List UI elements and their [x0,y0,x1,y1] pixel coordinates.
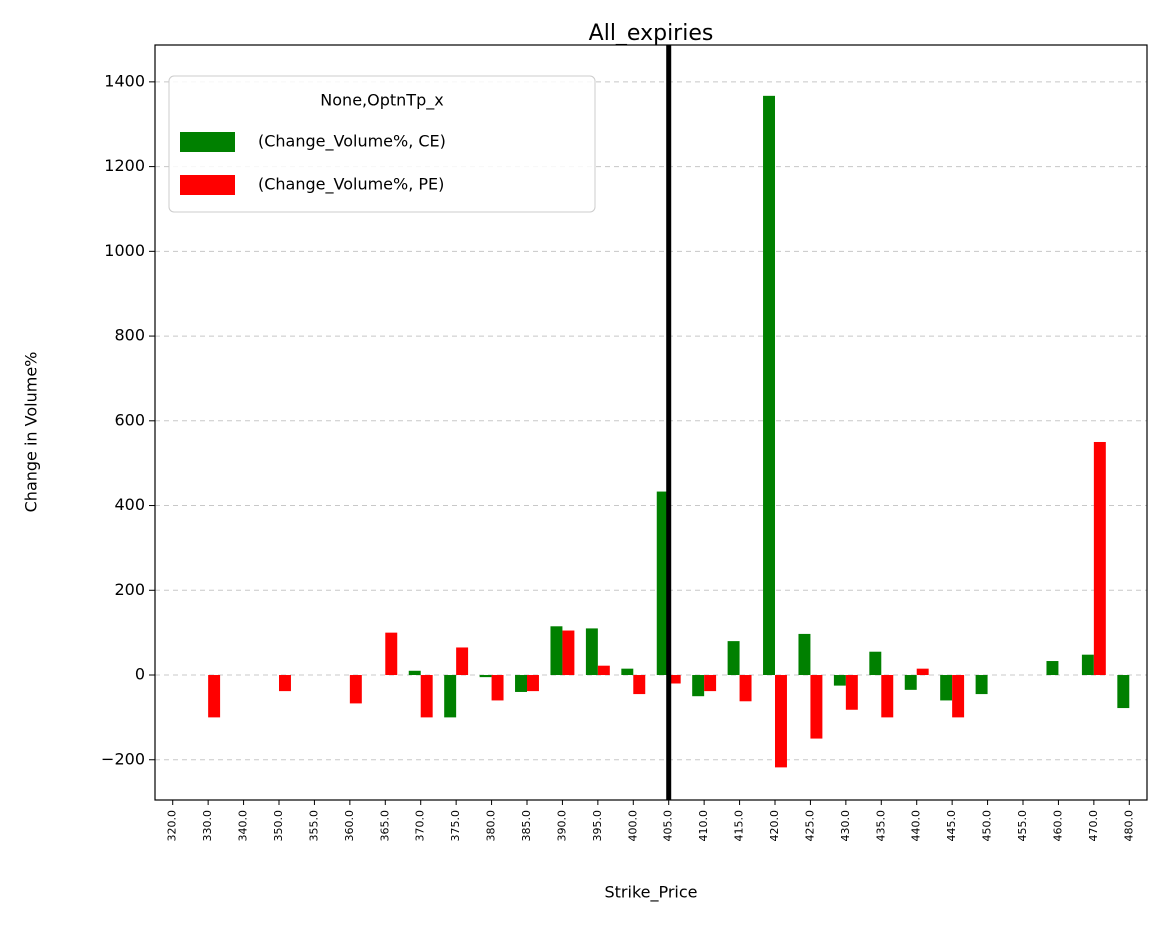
x-tick-label: 355.0 [307,810,320,842]
bar [562,630,575,676]
x-axis-label: Strike_Price [604,883,697,903]
bar [810,675,823,739]
legend-label: (Change_Volume%, CE) [258,132,446,152]
x-tick-label: 440.0 [910,810,923,842]
bar [527,675,539,692]
bar [833,675,846,686]
x-tick-label: 330.0 [201,810,214,842]
bar [1093,441,1106,676]
x-tick-label: 390.0 [555,810,568,842]
bar [940,675,953,701]
x-tick-label: 370.0 [414,810,427,842]
y-tick-label: −200 [101,749,145,768]
bar [775,675,787,768]
legend: None,OptnTp_x (Change_Volume%, CE) (Change… [168,75,596,213]
bar [349,675,362,704]
x-tick-label: 350.0 [272,810,285,842]
x-tick-label: 375.0 [449,810,462,842]
bar [656,491,669,676]
bar [597,665,610,676]
x-tick-label: 365.0 [378,810,391,842]
y-tick-label: 600 [114,410,145,429]
legend-box [168,75,596,213]
bar [633,675,646,695]
bar [952,675,965,718]
bar [385,632,398,676]
x-tick-label: 400.0 [626,810,639,842]
bar [692,675,705,697]
bar [904,675,917,690]
x-tick-label: 425.0 [803,810,816,842]
x-tick-label: 340.0 [237,810,250,842]
y-tick-label: 1200 [104,156,145,175]
bar [444,675,457,718]
x-tick-label: 460.0 [1051,810,1064,842]
x-tick-label: 360.0 [343,810,356,842]
bar [881,675,894,718]
bar [408,670,421,676]
y-tick-label: 0 [135,665,145,684]
legend-swatch [180,175,235,195]
x-tick-label: 415.0 [733,810,746,842]
y-axis-label: Change in Volume% [22,352,41,513]
y-tick-label: 200 [114,580,145,599]
x-tick-label: 395.0 [591,810,604,842]
x-tick-label: 410.0 [697,810,710,842]
bar [1117,675,1130,709]
y-tick-label: 1400 [104,71,145,90]
bar [585,628,598,676]
bar [727,641,740,676]
x-tick-label: 470.0 [1087,810,1100,842]
bar [739,675,752,702]
bar [869,651,882,676]
bar [704,675,717,692]
x-tick-label: 380.0 [485,810,498,842]
bar [208,675,221,718]
x-tick-label: 385.0 [520,810,533,842]
y-tick-label: 400 [114,495,145,514]
x-tick-label: 420.0 [768,810,781,842]
bar [763,95,775,676]
bar [550,626,563,676]
chart-title: All_expiries [589,21,714,46]
x-tick-label: 445.0 [945,810,958,842]
bar [845,675,858,710]
bar [916,668,929,676]
x-tick-label: 480.0 [1122,810,1135,842]
legend-swatch [180,132,235,152]
bar [456,647,469,676]
plot-frame [154,44,1148,801]
bar [621,668,634,676]
bar [798,633,811,676]
bar [1046,661,1059,676]
bar [479,675,492,678]
x-tick-label: 435.0 [874,810,887,842]
bar [975,675,988,695]
x-tick-label: 455.0 [1016,810,1029,842]
bar [420,675,433,718]
x-tick-label: 430.0 [839,810,852,842]
legend-label: (Change_Volume%, PE) [258,175,444,195]
x-tick-label: 405.0 [662,810,675,842]
x-tick-label: 450.0 [981,810,994,842]
x-tick-label: 320.0 [166,810,179,842]
y-tick-label: 800 [114,326,145,345]
bar [1081,654,1094,676]
legend-title: None,OptnTp_x [320,91,443,111]
y-tick-label: 1000 [104,241,145,260]
bar [515,675,527,692]
bar [668,675,681,684]
bar [491,675,504,701]
bar [279,675,291,692]
